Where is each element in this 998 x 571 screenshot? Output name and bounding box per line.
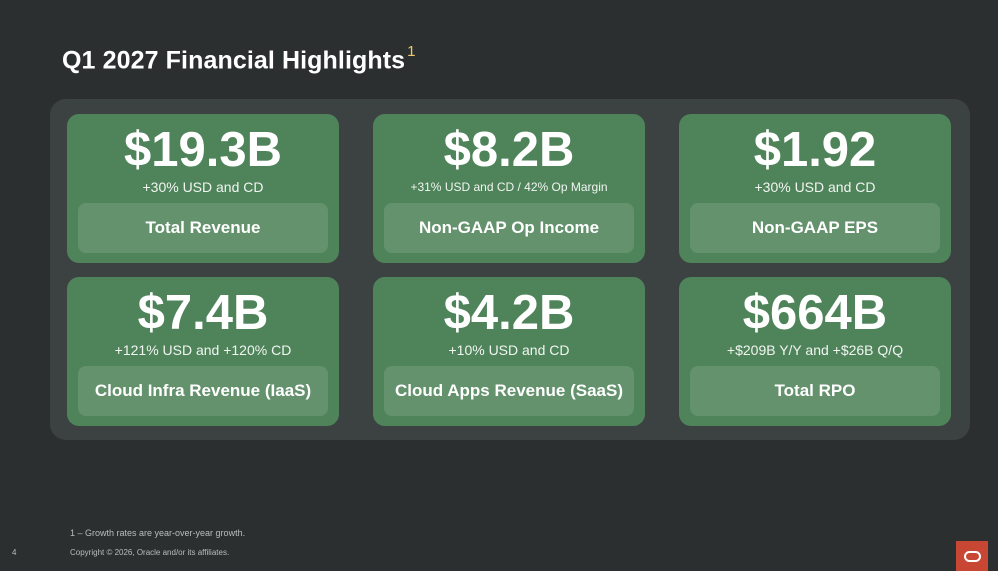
card-value: $4.2B bbox=[443, 286, 575, 340]
card-label: Non-GAAP Op Income bbox=[384, 203, 634, 253]
oracle-logo-icon bbox=[956, 541, 988, 571]
highlights-panel: $19.3B +30% USD and CD Total Revenue $8.… bbox=[50, 99, 970, 440]
card-value: $7.4B bbox=[137, 286, 269, 340]
slide-title-text: Q1 2027 Financial Highlights bbox=[62, 46, 406, 75]
page-number: 4 bbox=[12, 548, 17, 557]
card-cloud-apps-revenue: $4.2B +10% USD and CD Cloud Apps Revenue… bbox=[373, 277, 645, 426]
card-total-rpo: $664B +$209B Y/Y and +$26B Q/Q Total RPO bbox=[679, 277, 951, 426]
card-growth: +30% USD and CD bbox=[754, 179, 876, 195]
card-growth: +30% USD and CD bbox=[142, 179, 264, 195]
growth-footnote: 1 – Growth rates are year-over-year grow… bbox=[70, 528, 246, 538]
card-label: Total Revenue bbox=[78, 203, 328, 253]
card-label: Non-GAAP EPS bbox=[690, 203, 940, 253]
card-non-gaap-op-income: $8.2B +31% USD and CD / 42% Op Margin No… bbox=[373, 114, 645, 263]
card-label: Cloud Apps Revenue (SaaS) bbox=[384, 366, 634, 416]
card-label: Total RPO bbox=[690, 366, 940, 416]
oracle-ring-icon bbox=[963, 550, 981, 562]
card-non-gaap-eps: $1.92 +30% USD and CD Non-GAAP EPS bbox=[679, 114, 951, 263]
card-label: Cloud Infra Revenue (IaaS) bbox=[78, 366, 328, 416]
card-value: $8.2B bbox=[443, 123, 575, 177]
card-cloud-infra-revenue: $7.4B +121% USD and +120% CD Cloud Infra… bbox=[67, 277, 339, 426]
card-growth: +31% USD and CD / 42% Op Margin bbox=[410, 180, 608, 194]
card-value: $664B bbox=[742, 286, 888, 340]
card-growth: +121% USD and +120% CD bbox=[114, 342, 292, 358]
card-value: $19.3B bbox=[123, 123, 282, 177]
copyright-notice: Copyright © 2026, Oracle and/or its affi… bbox=[70, 548, 230, 557]
card-growth: +$209B Y/Y and +$26B Q/Q bbox=[726, 342, 904, 358]
card-total-revenue: $19.3B +30% USD and CD Total Revenue bbox=[67, 114, 339, 263]
card-value: $1.92 bbox=[753, 123, 877, 177]
title-footnote-marker: 1 bbox=[407, 43, 416, 60]
card-growth: +10% USD and CD bbox=[448, 342, 570, 358]
slide-title: Q1 2027 Financial Highlights 1 bbox=[62, 43, 416, 75]
